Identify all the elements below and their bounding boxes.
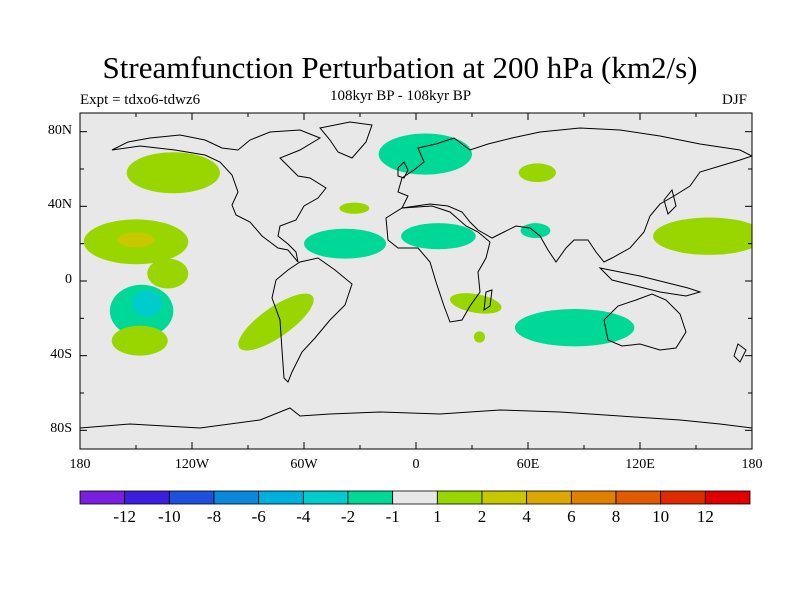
colorbar-swatch [704,490,751,505]
anomaly-north-africa-negative [401,223,476,250]
y-tick-label: 80S [50,421,72,437]
colorbar-swatch [660,490,706,505]
chart-title: Streamfunction Perturbation at 200 hPa (… [102,50,698,85]
colorbar [79,490,751,505]
colorbar-label: -12 [113,507,136,526]
anomaly-north-pacific-positive [126,152,220,194]
coastlines [80,121,752,429]
coastline-australia [603,293,687,351]
coastline-indonesia [598,267,702,297]
x-tick-label: 0 [412,457,420,472]
x-tick-label: 120W [174,457,210,472]
anomaly-south-pacific-core [132,290,163,317]
anomaly-siberia-positive [518,163,556,183]
coastline-africa [385,205,491,323]
colorbar-swatch [79,490,126,505]
y-tick-label: 0 [65,272,72,287]
coastline-uk [397,161,409,179]
colorbar-swatch [302,490,349,505]
y-tick-label: 40S [50,346,72,362]
anomaly-europe-negative [378,133,473,175]
colorbar-label: 4 [522,507,531,526]
axis-ticks [79,113,753,449]
colorbar-label: 6 [567,507,576,526]
anomaly-mid-atlantic-small [339,202,370,214]
colorbar-swatch [347,490,394,505]
period-label: 108kyr BP - 108kyr BP [330,88,472,104]
colorbar-swatch [258,490,304,505]
coastline-south-america [271,257,353,383]
x-tick-label: 180 [741,457,763,472]
colorbar-swatch [570,490,617,505]
coastline-madagascar [483,289,493,312]
colorbar-label: -8 [206,507,222,526]
colorbar-swatch [615,490,662,505]
colorbar-swatch [436,490,483,505]
anomaly-tropical-atlantic-negative [304,228,387,259]
anomaly-arabian-sea-negative [520,223,551,239]
colorbar-swatch [481,490,528,505]
colorbar-label: 8 [611,507,621,526]
y-tick-label: 80N [47,122,72,138]
colorbar-label: 1 [433,507,442,526]
anomaly-south-pacific-positive [111,325,168,356]
colorbar-label: -10 [157,507,181,526]
x-tick-label: 60E [516,457,540,472]
anomaly-central-pacific-core [117,232,155,248]
coastline-antarctica [80,407,752,429]
colorbar-label: -4 [296,507,311,526]
colorbar-label: -6 [251,507,266,526]
anomaly-south-america-positive [238,293,314,351]
experiment-label: Expt = tdxo6-tdwz6 [80,92,201,108]
anomaly-southern-africa-positive [449,293,502,314]
colorbar-label: -2 [340,507,356,526]
colorbar-label: -1 [385,507,400,526]
colorbar-swatch [168,490,215,505]
anomaly-tropical-pacific-small [147,258,189,289]
x-tick-label: 60W [290,457,318,472]
coastline-greenland [319,121,373,159]
x-tick-label: 120E [625,457,655,472]
anomaly-madagascar-small [473,331,486,343]
anomaly-south-indian-negative [514,309,635,347]
colorbar-label: 2 [477,507,487,526]
coastline-japan [663,188,677,215]
colorbar-swatch [526,490,572,505]
colorbar-swatch [213,490,260,505]
coastline-new-zealand [733,343,747,363]
anomaly-west-pacific-positive [653,217,752,255]
colorbar-label: 12 [696,507,714,526]
x-tick-label: 180 [69,457,91,472]
colorbar-swatch [124,490,170,505]
y-tick-label: 40N [47,197,72,213]
coastline-eurasia [397,127,752,263]
anomaly-regions [83,133,752,356]
season-label: DJF [722,92,748,108]
coastline-north-america [111,129,327,263]
colorbar-label: 10 [652,507,670,526]
colorbar-swatch [392,490,438,505]
